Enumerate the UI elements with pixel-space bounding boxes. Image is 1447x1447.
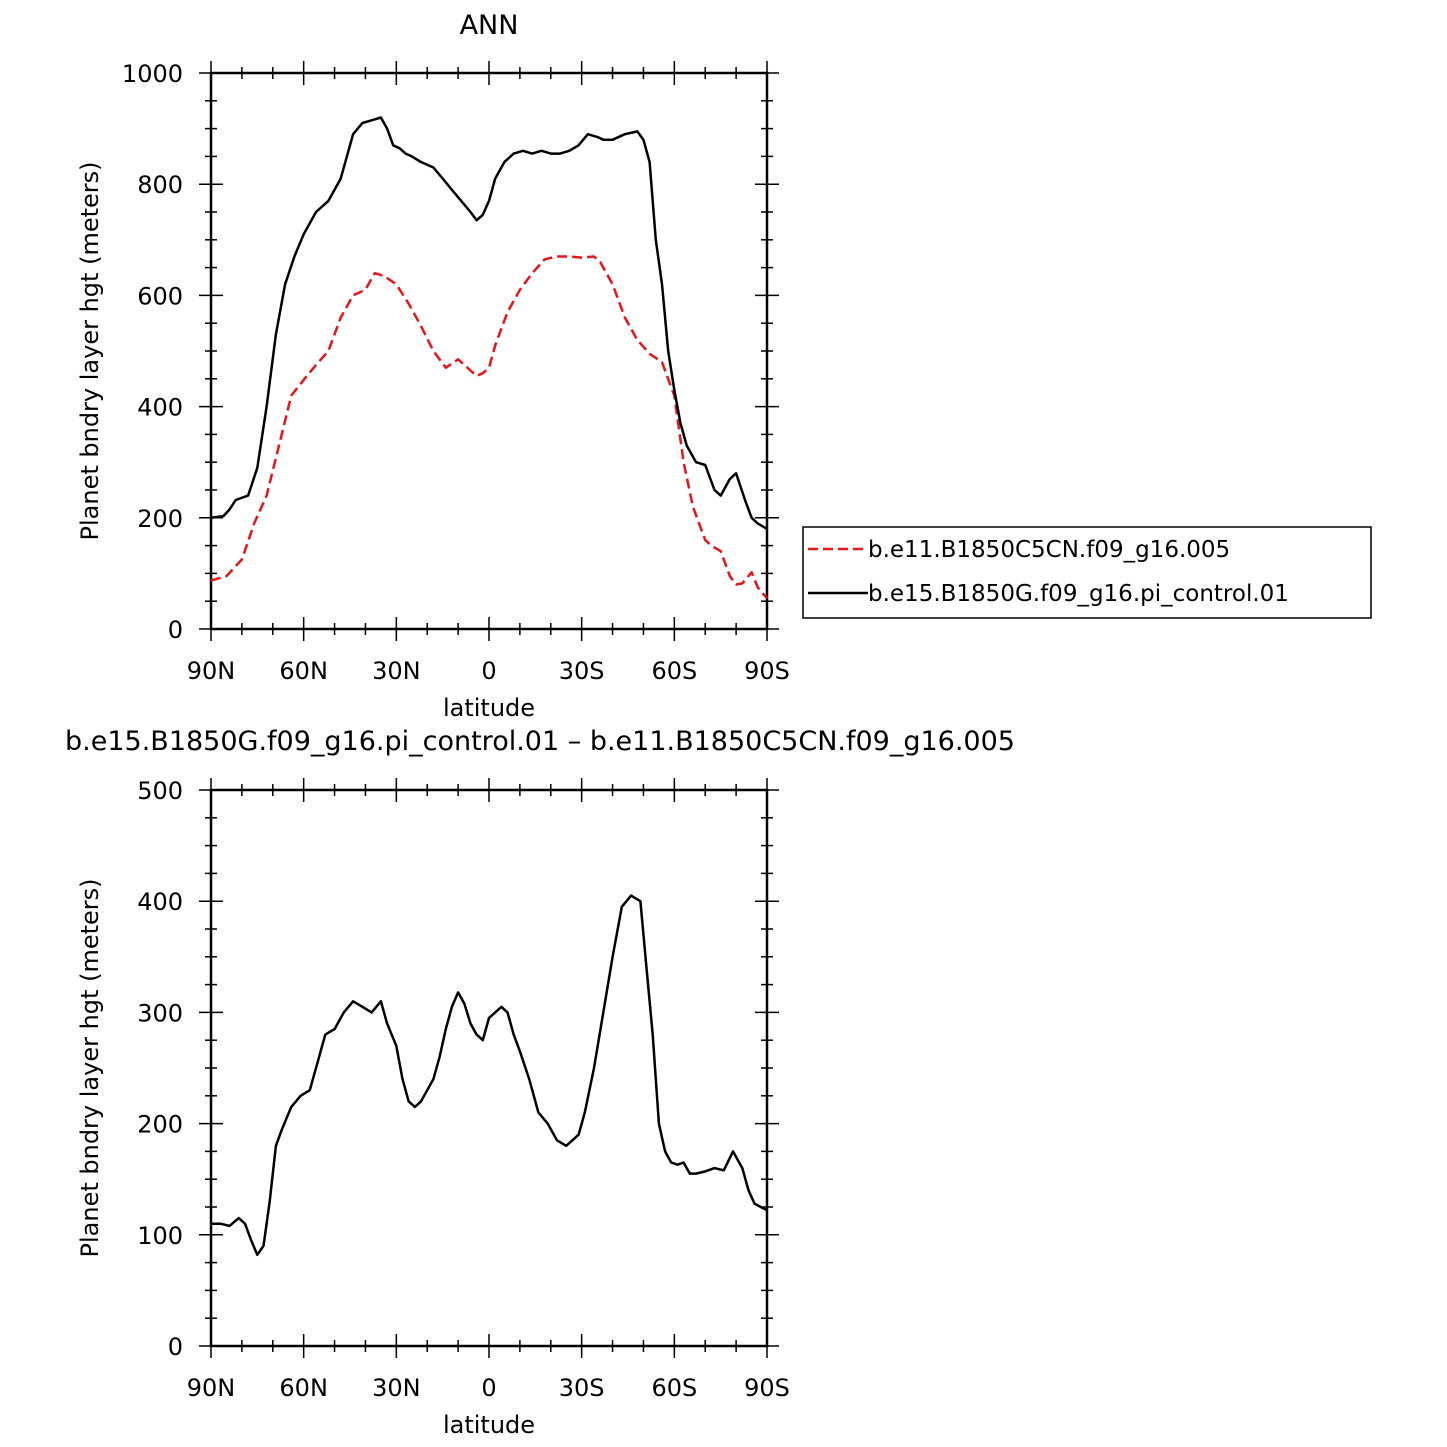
x-tick-label: 90S [744, 1374, 790, 1402]
legend: b.e11.B1850C5CN.f09_g16.005 b.e15.B1850G… [802, 526, 1372, 619]
x-tick-label: 90N [187, 1374, 236, 1402]
y-tick-label: 200 [137, 1111, 183, 1139]
series-line-1 [210, 255, 768, 600]
x-tick-label: 60N [279, 657, 328, 685]
y-axis-label: Planet bndry layer hgt (meters) [76, 162, 104, 541]
y-tick-label: 300 [137, 999, 183, 1027]
chart-title: ANN [460, 10, 519, 41]
x-tick-label: 30S [559, 657, 605, 685]
legend-label-1: b.e11.B1850C5CN.f09_g16.005 [868, 537, 1230, 563]
x-axis-label: latitude [443, 694, 535, 722]
top-panel: ANN 0 200 400 600 800 1000 90N 60N 30N 0 30S 60S 90S l… [76, 10, 790, 722]
y-tick-label: 200 [137, 505, 183, 533]
y-tick-label: 1000 [122, 60, 183, 88]
y-tick-label: 400 [137, 888, 183, 916]
x-tick-label: 60S [651, 657, 697, 685]
x-tick-label: 60S [651, 1374, 697, 1402]
x-tick-label: 30N [372, 1374, 421, 1402]
x-tick-label: 0 [481, 1374, 496, 1402]
plot-frame [209, 788, 769, 1348]
y-tick-label: 800 [137, 171, 183, 199]
y-tick-label: 100 [137, 1222, 183, 1250]
bottom-panel: b.e15.B1850G.f09_g16.pi_control.01 – b.e… [65, 726, 1015, 1439]
y-axis-label: Planet bndry layer hgt (meters) [76, 879, 104, 1258]
chart-title: b.e15.B1850G.f09_g16.pi_control.01 – b.e… [65, 726, 1015, 757]
legend-label-2: b.e15.B1850G.f09_g16.pi_control.01 [868, 581, 1289, 607]
x-tick-label: 30S [559, 1374, 605, 1402]
x-tick-label: 30N [372, 657, 421, 685]
series-line-2 [210, 116, 768, 530]
y-tick-label: 600 [137, 282, 183, 310]
series-line-1 [211, 894, 768, 1257]
plot-frame [209, 71, 769, 631]
y-tick-label: 0 [168, 1333, 183, 1361]
y-tick-label: 0 [168, 616, 183, 644]
x-axis-label: latitude [443, 1411, 535, 1439]
x-tick-label: 60N [279, 1374, 328, 1402]
x-tick-label: 90S [744, 657, 790, 685]
x-tick-label: 0 [481, 657, 496, 685]
x-tick-label: 90N [187, 657, 236, 685]
y-tick-label: 500 [137, 777, 183, 805]
legend-box [802, 526, 1372, 619]
y-tick-label: 400 [137, 394, 183, 422]
